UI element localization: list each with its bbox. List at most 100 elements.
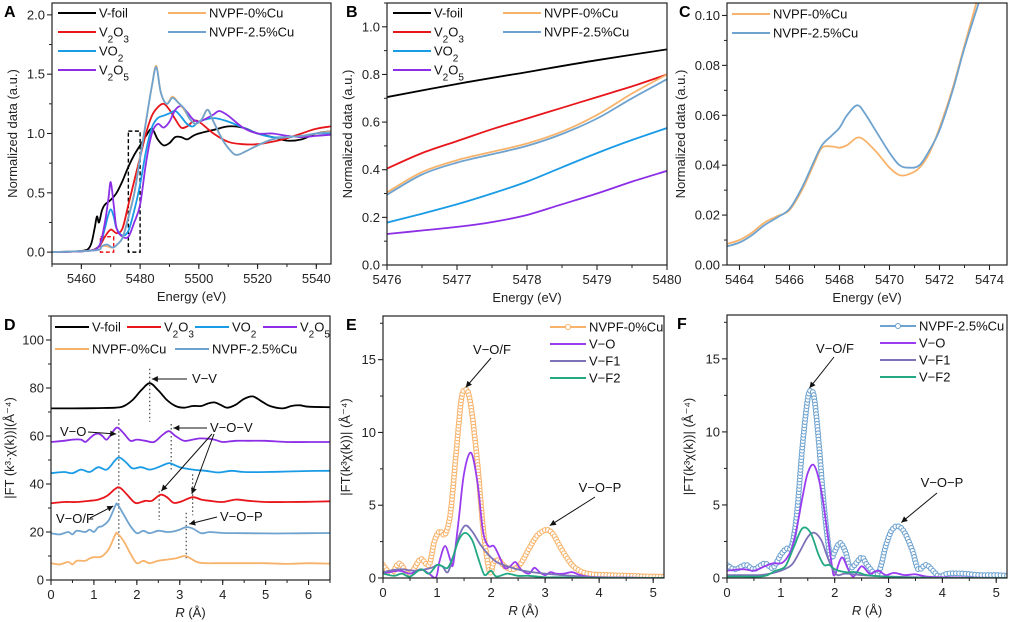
legend-item: V−F2 [550,371,620,386]
series-nvpf-2-5-cu [51,502,330,536]
legend-label: VO2 [99,44,124,65]
y-tick-label: 0 [713,571,720,586]
legend-label: NVPF-2.5%Cu [544,25,629,40]
panel-label: D [4,317,16,334]
series-v-f2 [727,526,1007,578]
y-axis-label: |FT(k³χ(k))| (Å⁻⁴) [338,398,353,496]
series-v2o5 [51,426,330,444]
x-tick-label: 5 [262,587,269,602]
arrow-head [465,380,472,388]
x-axis-label: Energy (eV) [492,290,561,305]
x-tick-label: 3 [885,585,892,600]
y-tick-label: 0.10 [695,8,720,23]
x-axis-label: R (Å) [852,603,882,618]
series-v-f2 [383,532,664,578]
legend-item: NVPF-2.5%Cu [175,342,297,357]
legend-item: VO2 [58,44,124,65]
legend-label: NVPF-0%Cu [544,6,618,21]
arrow-head [191,487,197,494]
legend-marker [894,322,902,330]
x-tick-label: 5460 [67,271,96,286]
annotation-arrow [549,496,596,527]
peak-annotation: V−O−P [220,509,263,524]
legend-item: V−F2 [880,370,950,385]
peak-annotation: V−O−P [921,475,964,490]
x-tick-label: 1 [90,587,97,602]
peak-annotation: V−O/F [816,341,854,356]
y-tick-label: 80 [30,381,44,396]
y-tick-label: 100 [22,333,44,348]
legend-item: V−F1 [550,354,620,369]
arrow-head [901,516,908,523]
panel-f: F 0 1 2 3 4 5 0 5 10 15 R (Å) |FT(k³χ(k))| (Å⁻⁴) NVPF… [677,314,1008,618]
legend-item: NVPF-2.5%Cu [503,25,629,40]
x-axis-label: R (Å) [175,605,205,620]
x-tick-label: 5468 [825,272,854,287]
x-tick-label: 4 [939,585,946,600]
legend-label: NVPF-2.5%Cu [209,25,294,40]
plot-frame [726,2,1008,266]
plot-frame [50,315,331,581]
x-tick-label: 5 [993,585,1000,600]
y-tick-label: 0.4 [362,162,380,177]
panel-label: C [679,4,691,21]
legend-label: V2O5 [300,320,330,341]
y-tick-label: 0 [37,573,44,588]
arrow-head [549,519,557,526]
x-tick-label: 2 [831,585,838,600]
y-tick-label: 0.08 [695,58,720,73]
x-tick-label: 2 [487,585,494,600]
legend-item: NVPF-0%Cu [168,6,283,21]
legend-label: V2O5 [434,63,464,84]
x-tick-label: 1 [433,585,440,600]
y-tick-label: 0.0 [27,245,45,260]
legend-item: NVPF-0%Cu [55,342,166,357]
legend-item: V−O [550,337,615,352]
x-tick-label: 5540 [302,271,331,286]
annotation-arrow [160,433,213,492]
arrow-head [151,376,158,382]
peak-annotation: V−O/F [56,511,94,526]
legend-label: NVPF-0%Cu [589,320,663,335]
y-tick-label: 15 [706,351,720,366]
legend-label: NVPF-0%Cu [209,6,283,21]
series-nvpf-0-cu [51,531,330,566]
legend-item: NVPF-2.5%Cu [168,25,294,40]
x-tick-label: 6 [305,587,312,602]
arrow-head [161,484,168,491]
arrow-head [110,430,117,437]
y-tick-label: 40 [30,477,44,492]
x-tick-label: 5470 [875,272,904,287]
legend-item: VO2 [393,44,459,65]
y-tick-label: 0.5 [27,185,45,200]
y-axis-label: |FT(k³χ(k))| (Å⁻⁴) [681,398,696,496]
legend-label: V−F2 [589,371,620,386]
x-tick-label: 5464 [725,272,754,287]
y-tick-label: 5 [713,497,720,512]
plot-frame [51,2,332,265]
y-tick-label: 10 [706,424,720,439]
annotation-arrow [809,356,835,389]
legend-item: V−F1 [880,353,950,368]
series-v-o [383,451,664,578]
legend-label: VO2 [232,320,257,341]
legend-label: V2O5 [99,63,129,84]
legend-label: VO2 [434,44,459,65]
panel-label: B [346,4,358,21]
peak-annotation: V−V [192,371,217,386]
series-v2o5 [52,105,331,253]
x-tick-label: 5520 [243,271,272,286]
plot-frame [726,314,1008,579]
series-v2o5 [387,170,667,235]
x-tick-label: 5476 [373,272,402,287]
series-nvpf-2-5-cu [727,389,1007,578]
legend-label: V−F1 [919,353,950,368]
dashed-zoom-box [99,236,115,253]
legend-label: V-foil [92,320,121,335]
legend-marker [564,323,572,331]
x-tick-label: 5 [650,585,657,600]
x-tick-label: 3 [541,585,548,600]
legend-label: V2O3 [434,25,464,46]
legend-label: NVPF-2.5%Cu [919,319,1004,334]
